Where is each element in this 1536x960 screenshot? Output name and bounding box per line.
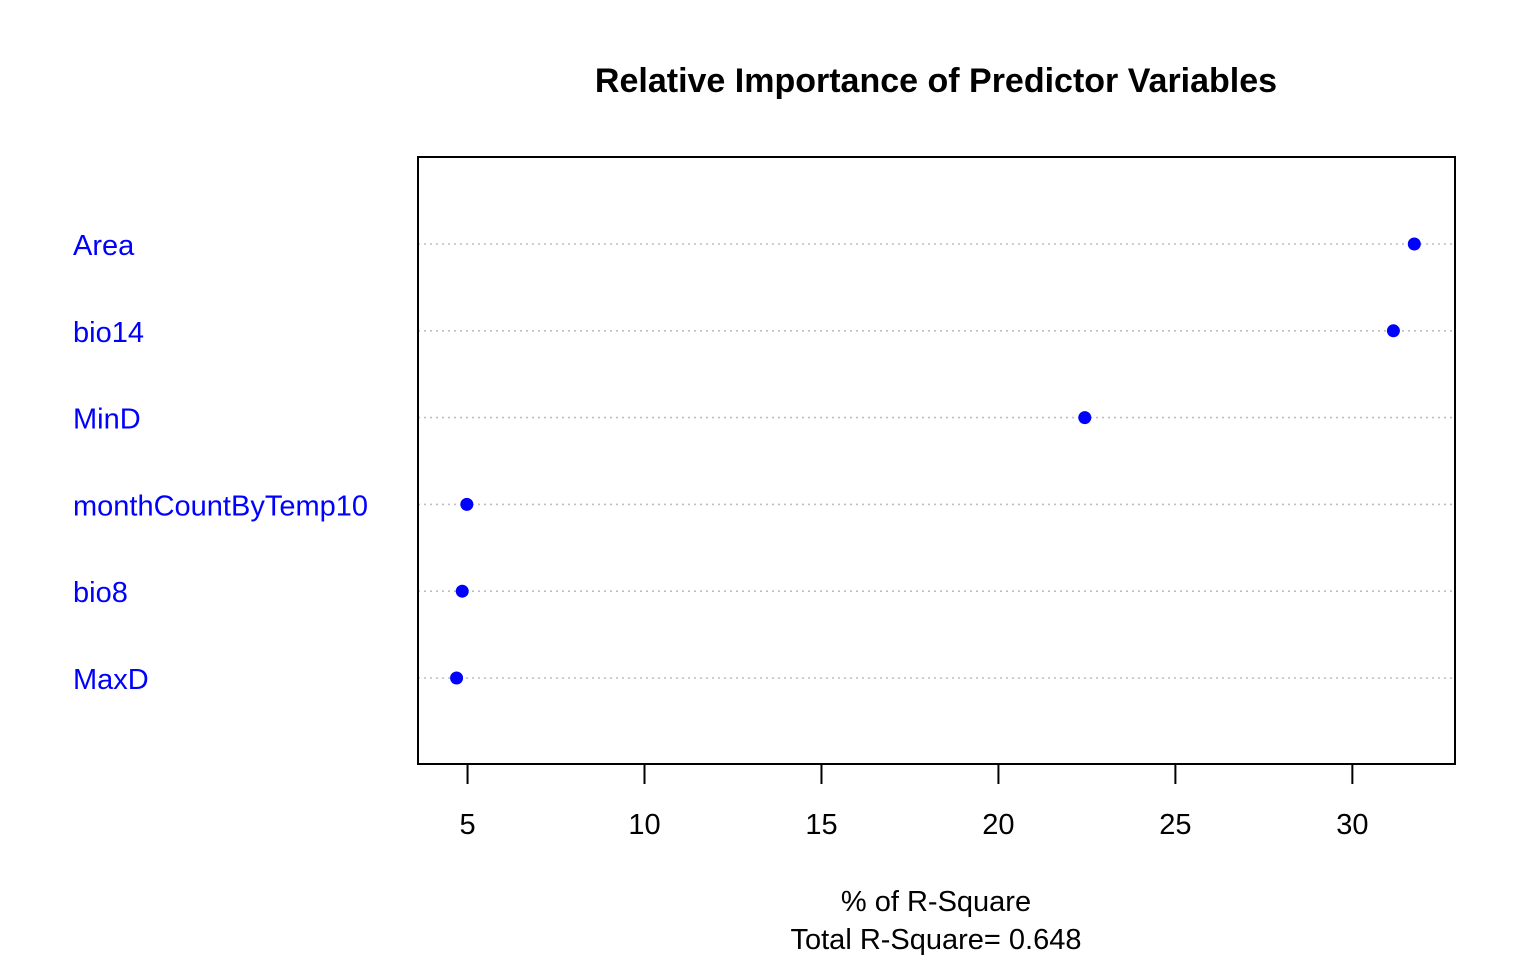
grid-lines — [418, 243, 1455, 679]
x-tick-label: 15 — [805, 809, 837, 841]
data-point — [1078, 411, 1092, 425]
data-point — [460, 497, 474, 511]
category-label: Area — [73, 230, 135, 262]
category-label: monthCountByTemp10 — [73, 490, 368, 522]
x-tick-label: 30 — [1336, 809, 1368, 841]
x-tick-label: 20 — [982, 809, 1014, 841]
total-r-square-label: Total R-Square= 0.648 — [791, 924, 1082, 956]
x-tick-label: 5 — [459, 809, 475, 841]
x-axis: 5 10 15 20 25 30 — [459, 764, 1368, 841]
category-label: MaxD — [73, 664, 149, 696]
category-label: bio14 — [73, 317, 144, 349]
data-point — [1407, 237, 1421, 251]
data-point — [455, 584, 469, 598]
chart-title: Relative Importance of Predictor Variabl… — [595, 62, 1277, 100]
category-label: MinD — [73, 404, 141, 436]
data-point — [450, 671, 464, 685]
data-point — [1386, 324, 1400, 338]
x-tick-label: 25 — [1159, 809, 1191, 841]
x-tick-label: 10 — [628, 809, 660, 841]
category-labels: Area bio14 MinD monthCountByTemp10 bio8 MaxD — [73, 230, 368, 696]
data-points — [450, 237, 1421, 685]
x-axis-label: % of R-Square — [841, 886, 1031, 918]
category-label: bio8 — [73, 577, 128, 609]
plot-frame — [417, 156, 1456, 765]
